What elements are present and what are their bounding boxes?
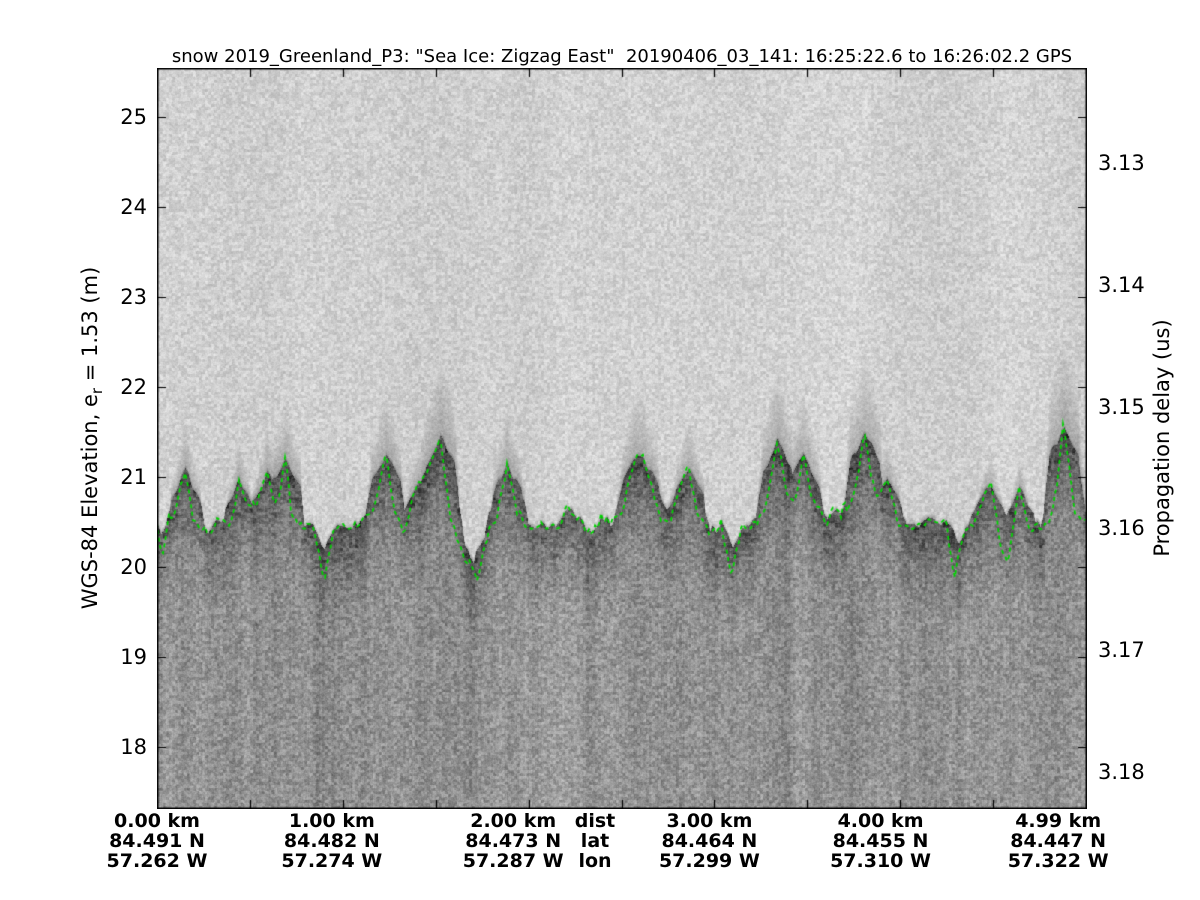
left-tick-label: 23 bbox=[120, 284, 147, 309]
x-axis-value-column: 4.00 km 84.455 N 57.310 W bbox=[830, 811, 931, 871]
left-tick-label: 22 bbox=[120, 375, 147, 399]
x-axis-line: 84.455 N bbox=[832, 830, 929, 852]
x-axis-line: 84.447 N bbox=[1010, 830, 1107, 852]
figure-title: snow 2019_Greenland_P3: "Sea Ice: Zigzag… bbox=[171, 46, 1073, 67]
right-tick-label: 3.17 bbox=[1098, 638, 1145, 663]
left-tick-label: 21 bbox=[120, 465, 147, 490]
x-axis-line: 0.00 km bbox=[114, 810, 200, 832]
left-tick-label: 25 bbox=[120, 104, 147, 129]
x-axis-line: 84.482 N bbox=[283, 830, 380, 852]
x-axis-line: dist bbox=[574, 810, 616, 832]
x-axis-line: 84.464 N bbox=[661, 830, 758, 852]
x-axis-value-column: 1.00 km 84.482 N 57.274 W bbox=[281, 811, 382, 871]
x-axis-value-column: 4.99 km 84.447 N 57.322 W bbox=[1008, 811, 1109, 871]
x-axis-header-column: dist lat lon bbox=[575, 811, 616, 871]
x-axis-line: lon bbox=[578, 850, 612, 872]
x-axis-line: 4.00 km bbox=[837, 810, 924, 832]
x-axis-line: 3.00 km bbox=[666, 810, 753, 832]
x-axis-line: 57.287 W bbox=[462, 850, 564, 872]
x-axis-line: 84.491 N bbox=[109, 830, 205, 852]
x-axis-line: 1.00 km bbox=[288, 810, 375, 832]
left-tick-label: 24 bbox=[120, 195, 147, 219]
x-axis-line: 57.262 W bbox=[106, 850, 208, 872]
x-axis-line: 84.473 N bbox=[465, 830, 562, 852]
left-tick-label: 19 bbox=[120, 645, 147, 670]
right-tick-label: 3.15 bbox=[1098, 394, 1145, 419]
x-axis-value-column: 0.00 km 84.491 N 57.262 W bbox=[107, 811, 208, 871]
x-axis-line: 57.274 W bbox=[281, 850, 383, 872]
left-tick-label: 18 bbox=[120, 734, 147, 759]
right-tick-label: 3.16 bbox=[1098, 516, 1145, 541]
right-tick-label: 3.14 bbox=[1098, 272, 1145, 297]
right-tick-label: 3.13 bbox=[1098, 150, 1145, 175]
x-axis-value-column: 2.00 km 84.473 N 57.287 W bbox=[463, 811, 564, 871]
x-axis-value-column: 3.00 km 84.464 N 57.299 W bbox=[659, 811, 760, 871]
x-axis-line: 57.322 W bbox=[1007, 850, 1109, 872]
right-axis-label: Propagation delay (us) bbox=[1150, 319, 1174, 557]
left-tick-label: 20 bbox=[120, 554, 147, 579]
x-axis-line: 57.299 W bbox=[658, 850, 760, 872]
x-axis-line: 57.310 W bbox=[830, 850, 931, 872]
echogram-canvas bbox=[157, 68, 1087, 809]
x-axis-line: 2.00 km bbox=[470, 810, 557, 832]
right-tick-label: 3.18 bbox=[1098, 760, 1145, 785]
x-axis-line: 4.99 km bbox=[1015, 810, 1102, 832]
x-axis-line: lat bbox=[580, 830, 610, 852]
